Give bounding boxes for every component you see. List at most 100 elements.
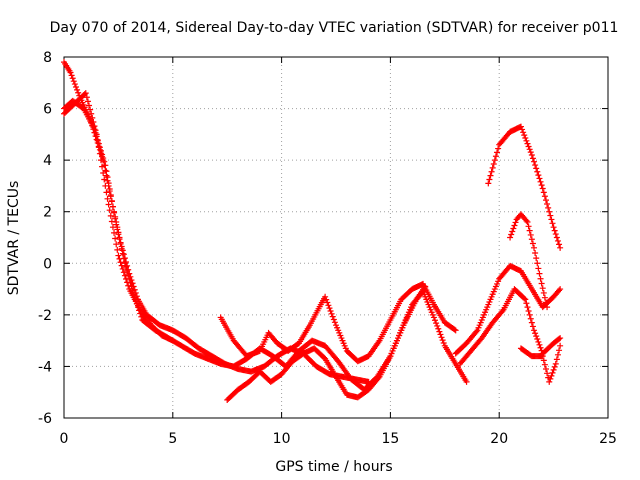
data-point-marker	[547, 375, 554, 382]
data-point-marker	[89, 114, 96, 121]
data-point-marker	[538, 182, 545, 189]
data-point-marker	[553, 234, 560, 241]
data-point-marker	[546, 208, 553, 215]
data-point-marker	[106, 186, 113, 193]
data-point-marker	[539, 185, 546, 192]
data-point-marker	[547, 212, 554, 219]
data-point-marker	[536, 270, 543, 277]
data-point-marker	[111, 229, 118, 236]
data-point-marker	[105, 201, 112, 208]
data-point-marker	[528, 151, 535, 158]
satellite-track-10	[517, 342, 564, 385]
data-point-marker	[326, 305, 333, 312]
data-point-marker	[536, 341, 543, 348]
data-point-marker	[522, 134, 529, 141]
data-point-marker	[112, 215, 119, 222]
data-point-marker	[87, 106, 94, 113]
data-point-marker	[81, 91, 88, 98]
data-point-marker	[72, 83, 79, 90]
data-point-marker	[517, 123, 524, 130]
data-point-marker	[529, 240, 536, 247]
data-point-marker	[489, 164, 496, 171]
data-point-marker	[512, 219, 519, 226]
x-axis-label: GPS time / hours	[275, 459, 392, 475]
data-point-marker	[121, 272, 128, 279]
data-series	[61, 59, 564, 403]
data-point-marker	[116, 255, 123, 262]
data-point-marker	[327, 307, 334, 314]
data-point-marker	[104, 195, 111, 202]
data-point-marker	[492, 153, 499, 160]
data-point-marker	[526, 311, 533, 318]
data-point-marker	[549, 220, 556, 227]
data-point-marker	[511, 222, 518, 229]
data-point-marker	[375, 375, 382, 382]
data-point-marker	[551, 363, 558, 370]
data-point-marker	[535, 265, 542, 272]
data-point-marker	[101, 158, 108, 165]
data-point-marker	[88, 110, 95, 117]
data-point-marker	[548, 372, 555, 379]
data-point-marker	[97, 157, 104, 164]
data-point-marker	[169, 337, 176, 344]
data-point-marker	[473, 328, 480, 335]
data-point-marker	[463, 378, 470, 385]
data-point-marker	[537, 344, 544, 351]
data-point-marker	[68, 72, 75, 79]
y-tick-label: 4	[43, 153, 52, 169]
data-point-marker	[106, 207, 113, 214]
data-point-marker	[556, 287, 563, 294]
data-point-marker	[440, 339, 447, 346]
data-point-marker	[538, 280, 545, 287]
satellite-track-7	[457, 286, 564, 367]
data-point-marker	[71, 81, 78, 88]
chart-title: Day 070 of 2014, Sidereal Day-to-day VTE…	[50, 20, 619, 36]
x-tick-label: 20	[490, 431, 508, 447]
data-point-marker	[328, 310, 335, 317]
data-point-marker	[532, 330, 539, 337]
data-point-marker	[552, 360, 559, 367]
y-tick-label: -4	[38, 359, 52, 375]
data-point-marker	[542, 197, 549, 204]
data-point-marker	[486, 176, 493, 183]
data-point-marker	[526, 146, 533, 153]
data-point-marker	[525, 143, 532, 150]
data-point-marker	[521, 295, 528, 302]
data-point-marker	[107, 212, 114, 219]
data-point-marker	[125, 271, 132, 278]
data-point-marker	[108, 218, 115, 225]
data-point-marker	[510, 225, 517, 232]
data-point-marker	[523, 300, 530, 307]
data-point-marker	[552, 231, 559, 238]
data-point-marker	[74, 86, 81, 93]
data-point-marker	[554, 237, 561, 244]
data-point-marker	[94, 137, 101, 144]
data-point-marker	[524, 140, 531, 147]
data-point-marker	[124, 279, 131, 286]
data-point-marker	[105, 180, 112, 187]
data-point-marker	[532, 249, 539, 256]
data-point-marker	[539, 353, 546, 360]
data-point-marker	[83, 94, 90, 101]
plot-frame	[63, 56, 609, 419]
data-point-marker	[533, 333, 540, 340]
data-point-marker	[323, 296, 330, 303]
data-point-marker	[103, 189, 110, 196]
data-point-marker	[533, 165, 540, 172]
data-point-marker	[490, 161, 497, 168]
data-point-marker	[432, 317, 439, 324]
data-point-marker	[557, 286, 564, 293]
data-point-marker	[103, 168, 110, 175]
data-point-marker	[527, 315, 534, 322]
data-point-marker	[554, 351, 561, 358]
data-point-marker	[534, 260, 541, 267]
data-point-marker	[523, 217, 530, 224]
axis-ticks: 0 5 10 15 20 25 -6 -4 -2 0 2 4 6 8	[38, 50, 617, 447]
data-point-marker	[507, 234, 514, 241]
data-point-marker	[90, 118, 97, 125]
data-point-marker	[118, 245, 125, 252]
data-point-marker	[495, 145, 502, 152]
data-point-marker	[539, 285, 546, 292]
